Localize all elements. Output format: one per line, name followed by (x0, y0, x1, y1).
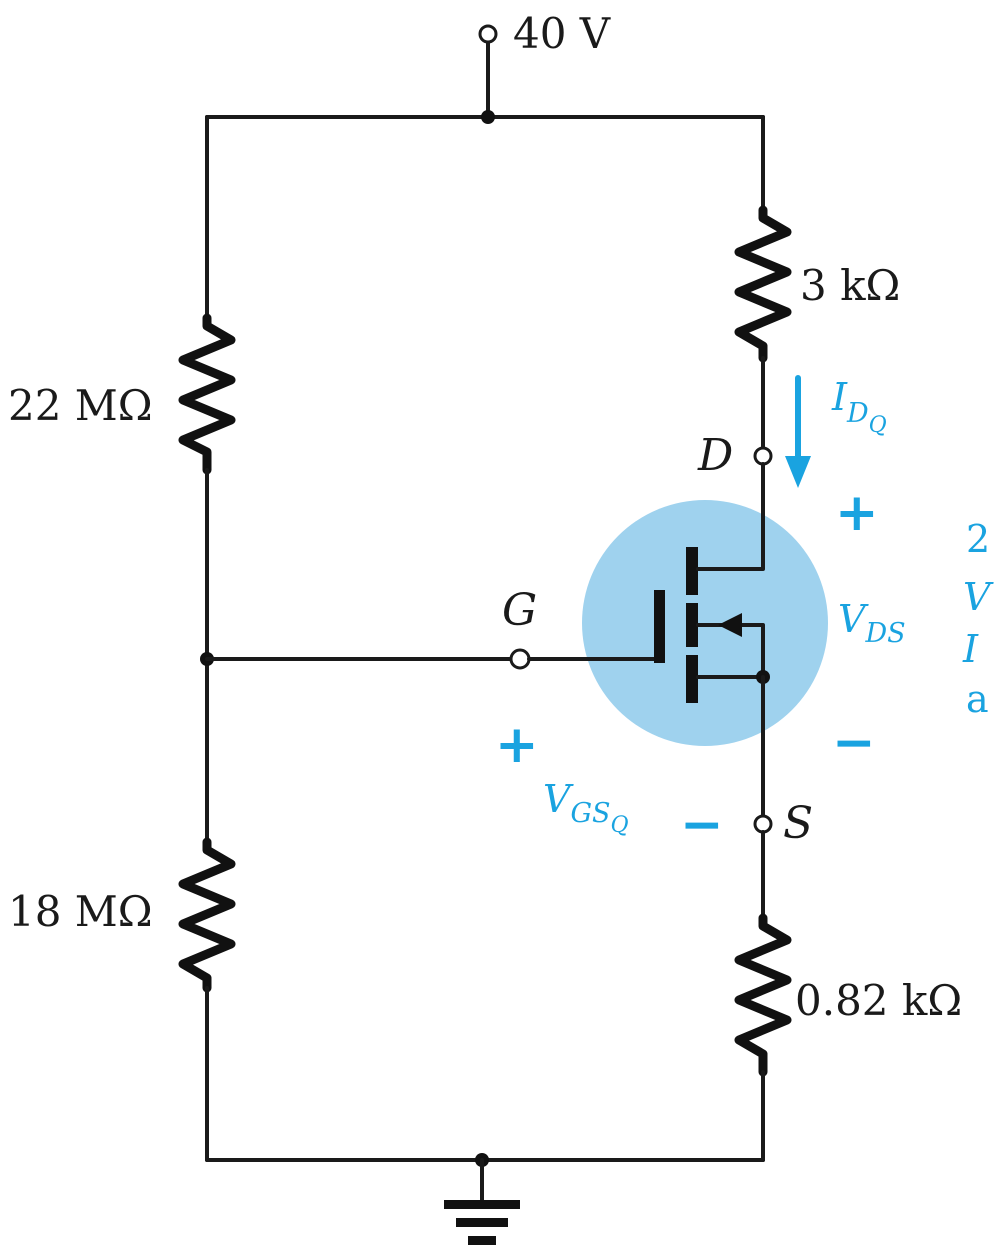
vds-minus-sign: − (832, 713, 876, 773)
gate-plate (654, 590, 665, 663)
channel-segment-bottom (686, 655, 698, 703)
drain-label: D (697, 430, 733, 481)
gate-label: G (502, 585, 537, 636)
current-arrow-icon (785, 375, 811, 488)
gate-terminal (509, 648, 531, 670)
cut-off-side-text: 2 V I a (962, 517, 994, 721)
rs-label: 0.82 kΩ (795, 976, 962, 1025)
id-q-annotation: IDQ (831, 375, 887, 438)
cut-text-line-4: a (966, 677, 989, 721)
resistor-rs (734, 830, 792, 1162)
source-label: S (783, 798, 813, 849)
top-junction (481, 110, 495, 124)
r1-label: 22 MΩ (8, 381, 153, 430)
resistor-r2 (178, 837, 236, 1162)
substrate-arrow-icon (718, 613, 742, 637)
cut-text-line-1: 2 (966, 517, 990, 561)
r2-label: 18 MΩ (8, 887, 153, 936)
supply-label: 40 V (513, 9, 611, 58)
drain-terminal (753, 446, 773, 466)
supply-node (205, 24, 765, 124)
vgs-q-annotation: VGSQ (543, 777, 629, 838)
resistor-r1 (178, 115, 236, 475)
source-terminal (753, 814, 773, 834)
rd-label: 3 kΩ (800, 261, 900, 310)
vds-plus-sign: + (835, 483, 879, 543)
resistor-rd (734, 115, 792, 450)
vgs-plus-sign: + (495, 715, 539, 775)
vgs-minus-sign: − (680, 795, 724, 855)
ground-icon (444, 1158, 520, 1245)
cut-text-line-2: V (963, 575, 994, 619)
channel-segment-top (686, 547, 698, 595)
vds-annotation: VDS (838, 597, 906, 649)
cut-text-line-3: I (962, 627, 979, 671)
supply-terminal (478, 24, 498, 44)
channel-segment-mid (686, 603, 698, 647)
